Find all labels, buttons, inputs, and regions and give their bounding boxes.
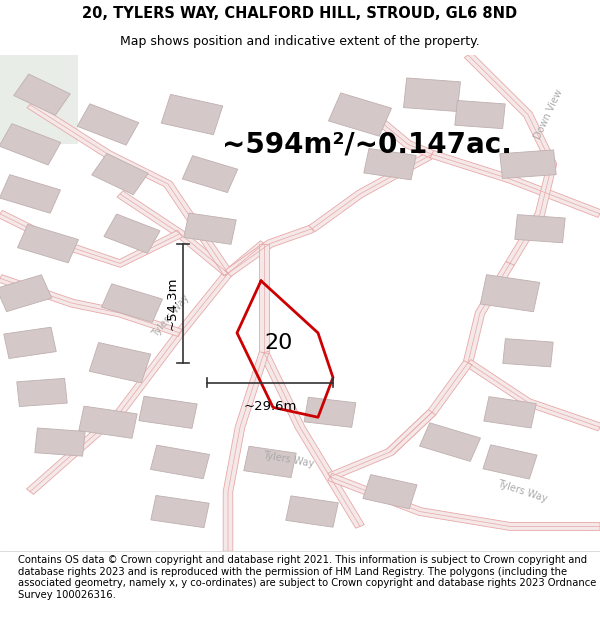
Bar [480, 274, 540, 312]
Polygon shape [430, 151, 600, 218]
Text: 20: 20 [265, 333, 293, 353]
Text: ~29.6m: ~29.6m [244, 400, 296, 413]
Polygon shape [223, 352, 269, 551]
Text: Map shows position and indicative extent of the property.: Map shows position and indicative extent… [120, 35, 480, 48]
Bar [92, 153, 148, 195]
Bar [35, 428, 85, 456]
Polygon shape [0, 274, 182, 337]
Polygon shape [26, 241, 268, 494]
Text: Contains OS data © Crown copyright and database right 2021. This information is : Contains OS data © Crown copyright and d… [18, 555, 596, 600]
Text: Down View: Down View [533, 88, 565, 141]
Bar [363, 474, 417, 509]
Polygon shape [356, 102, 434, 158]
Polygon shape [328, 473, 600, 531]
Bar [0, 275, 52, 312]
Polygon shape [465, 359, 600, 431]
Polygon shape [117, 191, 232, 276]
Bar [484, 397, 536, 428]
Text: Tylers Way: Tylers Way [262, 450, 314, 469]
Bar [0, 174, 61, 213]
Bar [0, 124, 61, 165]
Bar [515, 214, 565, 243]
Bar [14, 74, 70, 116]
Bar [101, 284, 163, 322]
Bar [0, 55, 78, 144]
Polygon shape [309, 151, 434, 232]
Bar [17, 378, 67, 406]
Polygon shape [259, 244, 269, 352]
Bar [161, 94, 223, 135]
Bar [151, 496, 209, 528]
Bar [79, 406, 137, 438]
Bar [364, 149, 416, 180]
Polygon shape [386, 361, 472, 454]
Polygon shape [225, 225, 314, 276]
Text: Tylers Way: Tylers Way [496, 479, 548, 504]
Polygon shape [464, 52, 557, 265]
Bar [483, 445, 537, 479]
Bar [419, 422, 481, 461]
Bar [304, 398, 356, 428]
Bar [500, 150, 556, 179]
Bar [455, 101, 505, 129]
Bar [184, 213, 236, 244]
Bar [244, 446, 296, 478]
Bar [139, 396, 197, 428]
Bar [17, 224, 79, 263]
Text: ~594m²/~0.147ac.: ~594m²/~0.147ac. [222, 131, 512, 158]
Text: Tylers Way: Tylers Way [151, 292, 191, 339]
Bar [151, 445, 209, 479]
Bar [89, 342, 151, 383]
Bar [328, 93, 392, 136]
Bar [4, 327, 56, 359]
Bar [104, 214, 160, 253]
Bar [404, 78, 460, 111]
Bar [503, 339, 553, 367]
Polygon shape [328, 409, 436, 481]
Polygon shape [27, 101, 232, 275]
Polygon shape [260, 351, 364, 528]
Bar [182, 156, 238, 192]
Bar [286, 496, 338, 528]
Polygon shape [0, 211, 182, 268]
Text: ~54.3m: ~54.3m [166, 276, 179, 330]
Bar [77, 104, 139, 145]
Polygon shape [463, 262, 514, 364]
Text: 20, TYLERS WAY, CHALFORD HILL, STROUD, GL6 8ND: 20, TYLERS WAY, CHALFORD HILL, STROUD, G… [82, 6, 518, 21]
